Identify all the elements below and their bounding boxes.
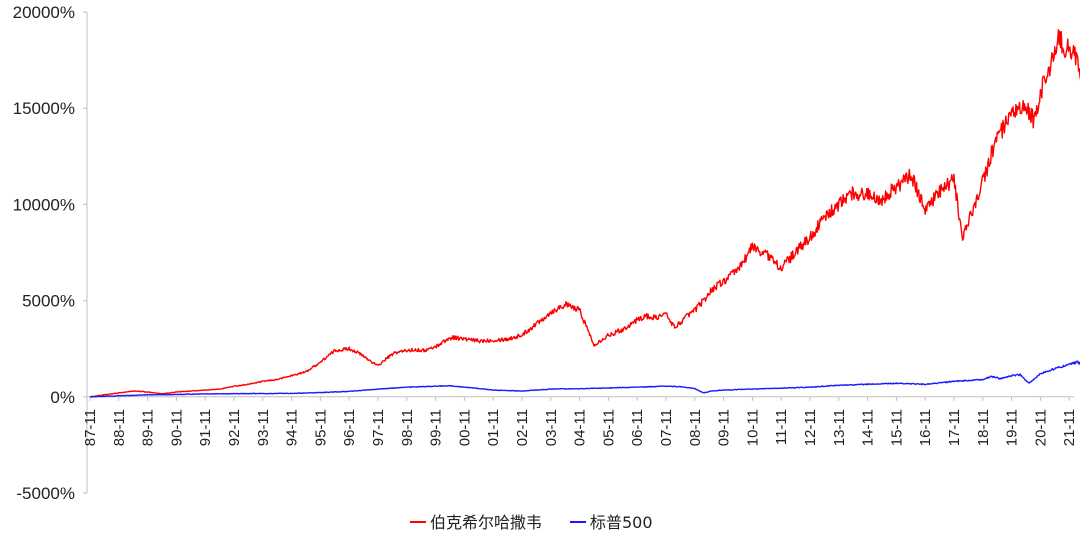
series-layer <box>89 29 1080 398</box>
y-tick-label: -5000% <box>16 484 75 503</box>
x-tick-label: 00-11 <box>456 409 473 446</box>
y-tick-label: 10000% <box>13 195 75 214</box>
x-tick-label: 06-11 <box>629 409 646 446</box>
x-tick-label: 94-11 <box>284 409 301 446</box>
x-tick-label: 97-11 <box>370 409 387 446</box>
x-tick-label: 21-11 <box>1061 409 1078 446</box>
x-tick-label: 07-11 <box>658 409 675 446</box>
y-tick-label: 0% <box>50 388 75 407</box>
x-tick-label: 17-11 <box>946 409 963 446</box>
y-tick-label: 15000% <box>13 99 75 118</box>
legend: 伯克希尔哈撒韦 标普500 <box>410 513 653 532</box>
x-tick-label: 89-11 <box>140 409 157 446</box>
x-tick-label: 96-11 <box>341 409 358 446</box>
x-tick-label: 02-11 <box>514 409 531 446</box>
x-tick-label: 09-11 <box>716 409 733 446</box>
y-axis: 20000% 15000% 10000% 5000% 0% -5000% <box>13 3 88 503</box>
x-tick-label: 08-11 <box>687 409 704 446</box>
x-tick-label: 12-11 <box>802 409 819 446</box>
x-tick-label: 04-11 <box>572 409 589 446</box>
x-tick-label: 91-11 <box>197 409 214 446</box>
x-tick-label: 20-11 <box>1032 409 1049 446</box>
x-tick-label: 11-11 <box>773 409 790 445</box>
x-tick-label: 05-11 <box>600 409 617 446</box>
x-tick-label: 03-11 <box>543 409 560 446</box>
x-tick-label: 99-11 <box>428 409 445 446</box>
series-line-1 <box>89 360 1080 398</box>
x-axis: 87-11 88-11 89-11 90-11 91-11 92-11 93-11 94-11… <box>82 396 1078 446</box>
x-tick-label: 18-11 <box>975 409 992 446</box>
x-tick-label: 87-11 <box>82 409 99 446</box>
x-tick-label: 15-11 <box>888 409 905 446</box>
x-tick-label: 93-11 <box>255 409 272 446</box>
x-tick-label: 01-11 <box>485 409 502 446</box>
x-tick-label: 90-11 <box>168 409 185 446</box>
series-line-0 <box>89 29 1080 398</box>
y-tick-label: 20000% <box>13 3 75 22</box>
y-tick-label: 5000% <box>22 292 75 311</box>
x-tick-label: 14-11 <box>860 409 877 446</box>
x-tick-label: 10-11 <box>744 409 761 446</box>
legend-label-series-1: 标普500 <box>590 513 653 532</box>
x-tick-label: 92-11 <box>226 409 243 446</box>
x-tick-label: 95-11 <box>312 409 329 446</box>
x-tick-label: 13-11 <box>831 409 848 446</box>
x-tick-label: 16-11 <box>917 409 934 446</box>
x-tick-label: 88-11 <box>111 409 128 446</box>
x-tick-label: 98-11 <box>399 409 416 446</box>
legend-label-series-0: 伯克希尔哈撒韦 <box>430 513 542 532</box>
x-tick-label: 19-11 <box>1004 409 1021 446</box>
